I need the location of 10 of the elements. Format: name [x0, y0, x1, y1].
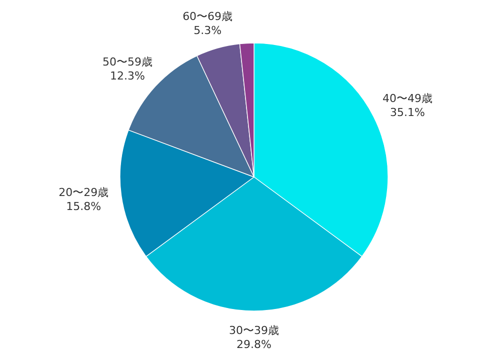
slice-label: 60〜69歳: [182, 10, 233, 23]
data-label: 29.8%: [236, 338, 272, 351]
data-label: 5.3%: [194, 24, 222, 37]
slice-label: 30〜39歳: [229, 324, 279, 337]
slice-label: 40〜49歳: [382, 92, 432, 105]
data-label: 12.3%: [110, 70, 145, 83]
data-label: 15.8%: [66, 200, 102, 214]
data-label: 35.1%: [390, 106, 425, 119]
slice-label: 20〜29歳: [58, 186, 109, 200]
slice-label: 50〜59歳: [102, 56, 153, 69]
